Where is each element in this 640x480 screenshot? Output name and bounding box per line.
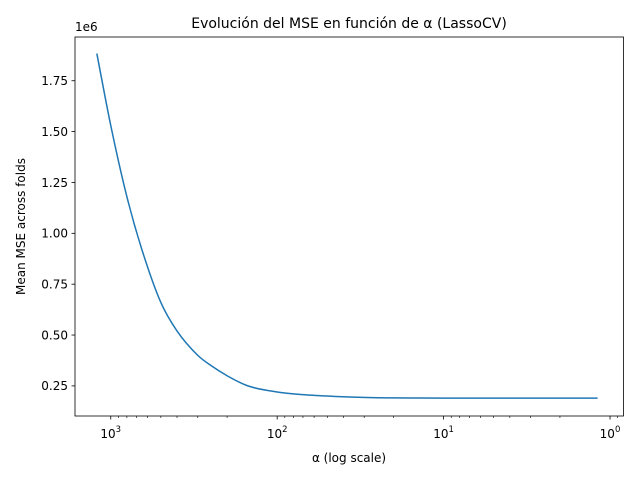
x-axis-ticks: 103 102 101 100 (100, 416, 620, 441)
plot-frame (74, 36, 624, 417)
y-offset-label: 1e6 (75, 20, 98, 34)
y-tick-label: 0.50 (41, 328, 68, 342)
x-axis-label: α (log scale) (312, 451, 386, 465)
y-axis-label: Mean MSE across folds (14, 158, 28, 295)
y-tick-label: 1.00 (41, 227, 68, 241)
y-tick-label: 0.75 (41, 277, 68, 291)
y-tick-label: 1.75 (41, 74, 68, 88)
x-tick-label: 103 (100, 425, 121, 441)
series-line (96, 53, 598, 399)
y-tick-label: 0.25 (41, 379, 68, 393)
chart-title: Evolución del MSE en función de α (Lasso… (191, 16, 507, 32)
x-tick-label: 101 (433, 425, 454, 441)
x-tick-label: 102 (267, 425, 288, 441)
y-tick-label: 1.25 (41, 176, 68, 190)
x-tick-label: 100 (600, 425, 621, 441)
y-tick-label: 1.50 (41, 125, 68, 139)
y-axis-ticks: 0.25 0.50 0.75 1.00 1.25 1.50 1.75 (41, 74, 75, 393)
